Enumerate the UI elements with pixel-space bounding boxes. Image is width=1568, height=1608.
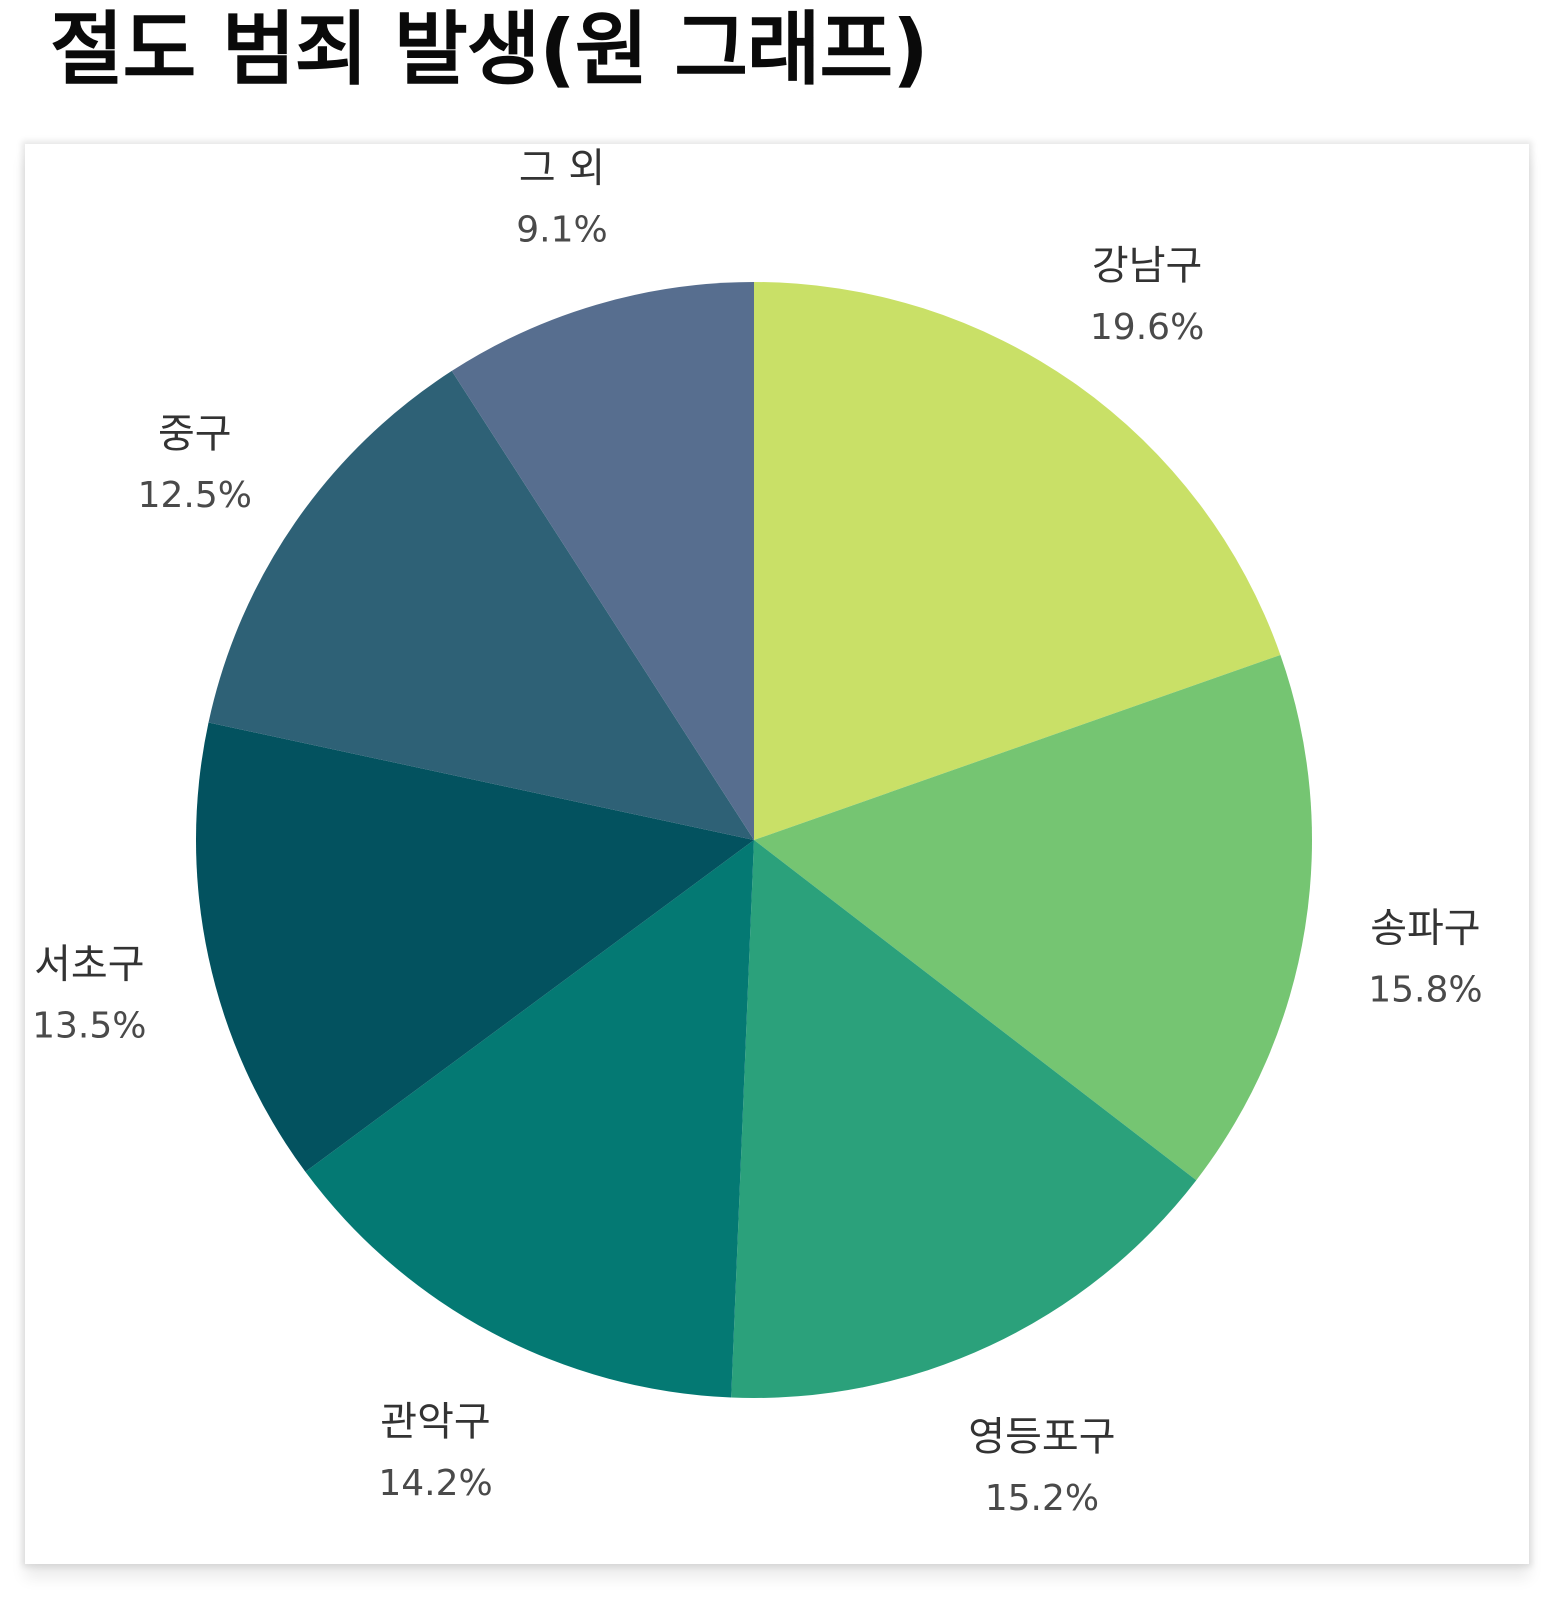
slice-label: 영등포구 (968, 1414, 1115, 1460)
chart-card: 강남구 19.6% 송파구 15.8% 영등포구 15.2% 관악구 14.2% 서초구 13.5… (25, 144, 1529, 1564)
slice-percent-label: 15.8% (1368, 970, 1482, 1011)
slice-label: 그 외 (519, 146, 605, 192)
pie-slice[interactable] (208, 370, 754, 840)
pie-slice[interactable] (451, 282, 754, 840)
pie-slice[interactable] (305, 840, 754, 1398)
slice-percent-label: 13.5% (32, 1005, 146, 1046)
pie-slices (195, 282, 1313, 1398)
slice-label: 송파구 (1370, 906, 1480, 952)
slice-label: 서초구 (34, 941, 144, 987)
pie-labels: 강남구 19.6% 송파구 15.8% 영등포구 15.2% 관악구 14.2% 서초구 13.5… (32, 146, 1482, 1519)
pie-slice[interactable] (731, 840, 1197, 1398)
pie-slice[interactable] (195, 722, 755, 1172)
slice-percent-label: 9.1% (516, 210, 607, 251)
pie-slice[interactable] (754, 282, 1281, 840)
slice-label: 중구 (158, 411, 232, 457)
pie-slice[interactable] (754, 654, 1313, 1181)
slice-label: 강남구 (1092, 243, 1202, 289)
slice-percent-label: 19.6% (1090, 307, 1204, 348)
slice-percent-label: 14.2% (378, 1463, 492, 1504)
slice-label: 관악구 (380, 1399, 490, 1445)
slice-percent-label: 15.2% (985, 1478, 1099, 1519)
page-title: 절도 범죄 발생(원 그래프) (50, 3, 929, 96)
slice-percent-label: 12.5% (138, 475, 252, 516)
pie-chart: 강남구 19.6% 송파구 15.8% 영등포구 15.2% 관악구 14.2% 서초구 13.5… (32, 146, 1482, 1519)
